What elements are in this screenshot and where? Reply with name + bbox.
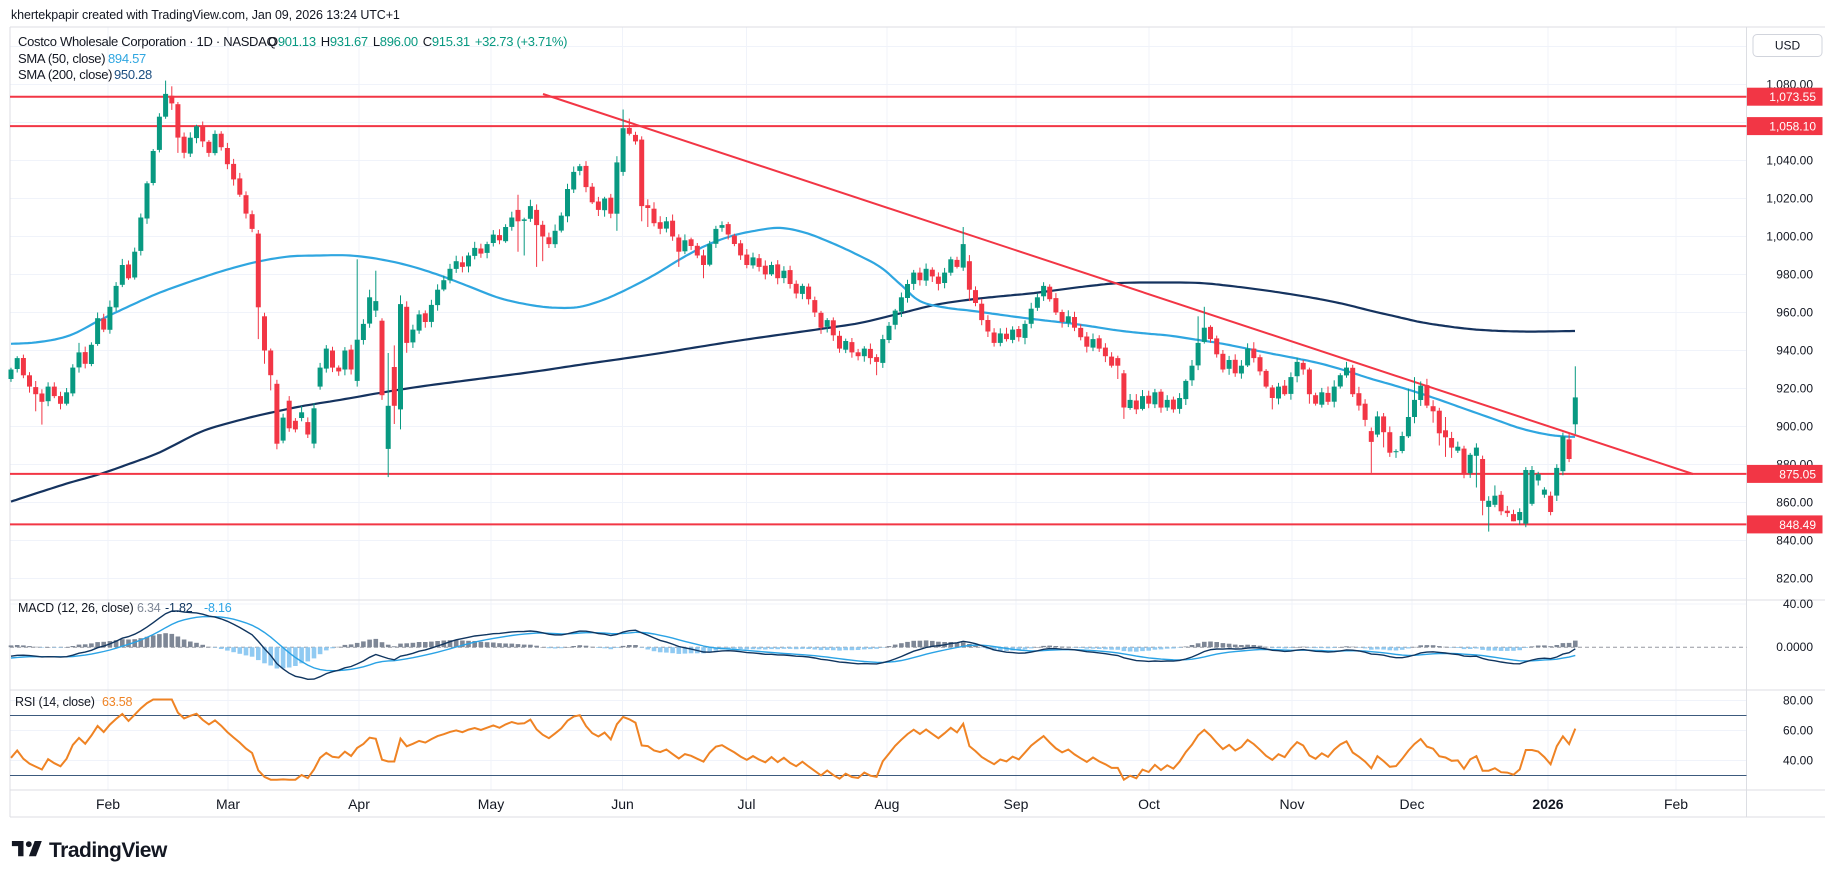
svg-text:1,073.55: 1,073.55 bbox=[1769, 90, 1816, 104]
svg-text:80.00: 80.00 bbox=[1783, 693, 1813, 707]
svg-text:Apr: Apr bbox=[348, 796, 370, 812]
svg-text:USD: USD bbox=[1775, 39, 1801, 53]
svg-text:Aug: Aug bbox=[875, 796, 900, 812]
svg-text:40.00: 40.00 bbox=[1783, 597, 1813, 611]
svg-text:Feb: Feb bbox=[1664, 796, 1688, 812]
svg-text:848.49: 848.49 bbox=[1779, 518, 1816, 532]
svg-text:2026: 2026 bbox=[1532, 796, 1563, 812]
svg-text:60.00: 60.00 bbox=[1783, 723, 1813, 737]
svg-text:Nov: Nov bbox=[1280, 796, 1305, 812]
svg-text:40.00: 40.00 bbox=[1783, 754, 1813, 768]
svg-text:khertekpapir created with Trad: khertekpapir created with TradingView.co… bbox=[11, 8, 400, 22]
svg-text:1,040.00: 1,040.00 bbox=[1766, 154, 1813, 168]
svg-text:Jul: Jul bbox=[738, 796, 756, 812]
svg-text:Mar: Mar bbox=[216, 796, 240, 812]
svg-text:1,058.10: 1,058.10 bbox=[1769, 120, 1816, 134]
svg-text:RSI (14, close)63.58: RSI (14, close) 63.58 bbox=[15, 695, 133, 709]
svg-text:Dec: Dec bbox=[1400, 796, 1425, 812]
svg-text:960.00: 960.00 bbox=[1776, 306, 1813, 320]
svg-text:SMA (200, close)950.28: SMA (200, close) 950.28 bbox=[18, 67, 152, 82]
svg-text:900.00: 900.00 bbox=[1776, 420, 1813, 434]
svg-text:May: May bbox=[478, 796, 504, 812]
svg-text:1,020.00: 1,020.00 bbox=[1766, 192, 1813, 206]
svg-text:TradingView: TradingView bbox=[49, 839, 168, 862]
svg-text:MACD (12, 26, close)6.34-1.82-: MACD (12, 26, close) 6.34 -1.82 -8.16 bbox=[18, 601, 232, 615]
svg-text:875.05: 875.05 bbox=[1779, 467, 1816, 481]
svg-text:Oct: Oct bbox=[1138, 796, 1160, 812]
svg-text:820.00: 820.00 bbox=[1776, 572, 1813, 586]
svg-text:Jun: Jun bbox=[611, 796, 634, 812]
svg-text:0.0000: 0.0000 bbox=[1776, 640, 1813, 654]
svg-text:SMA (50, close)894.57: SMA (50, close) 894.57 bbox=[18, 51, 146, 66]
svg-text:920.00: 920.00 bbox=[1776, 382, 1813, 396]
svg-text:Sep: Sep bbox=[1004, 796, 1029, 812]
svg-text:860.00: 860.00 bbox=[1776, 496, 1813, 510]
svg-text:980.00: 980.00 bbox=[1776, 268, 1813, 282]
svg-text:Feb: Feb bbox=[96, 796, 120, 812]
svg-text:940.00: 940.00 bbox=[1776, 344, 1813, 358]
svg-text:1,000.00: 1,000.00 bbox=[1766, 230, 1813, 244]
svg-text:840.00: 840.00 bbox=[1776, 534, 1813, 548]
svg-text:Costco Wholesale Corporation ·: Costco Wholesale Corporation · 1D · NASD… bbox=[18, 34, 567, 49]
